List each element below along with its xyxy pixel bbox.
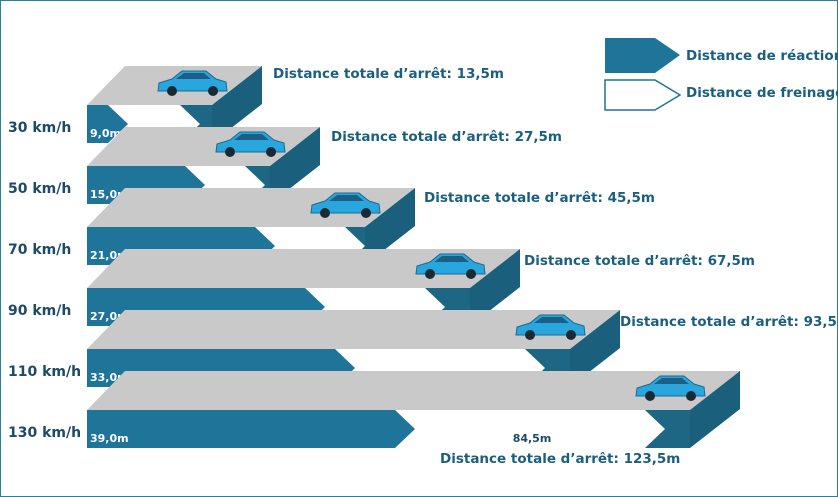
legend-reaction: Distance de réaction [686,48,838,64]
total-label: Distance totale d’arrêt: 67,5m [524,253,755,269]
car-wheel [466,269,476,279]
block-side [570,310,620,387]
total-label: Distance totale d’arrêt: 45,5m [424,190,655,206]
block-side [470,249,520,326]
speed-label: 50 km/h [8,181,71,197]
car-body [310,192,381,214]
car-wheel [167,86,177,96]
total-label: Distance totale d’arrêt: 93,5m [620,314,838,330]
block-top [87,310,620,349]
car-window [176,73,211,79]
block-top [87,371,740,410]
car-body [415,253,486,275]
car-window [654,378,689,384]
car-window [329,195,364,201]
car-wheel [320,208,330,218]
car-icon [215,131,286,157]
car-wheel [361,208,371,218]
car-wheel [266,147,276,157]
car-window [234,134,269,140]
reaction-label: 39,0m [90,432,129,445]
speed-label: 110 km/h [8,364,81,380]
car-icon [310,192,381,218]
total-label: Distance totale d’arrêt: 13,5m [273,66,504,82]
block-side [365,188,415,265]
braking-arrow [395,410,665,448]
car-wheel [645,391,655,401]
car-window [434,256,469,262]
car-body [157,70,228,92]
total-label: Distance totale d’arrêt: 123,5m [440,451,680,467]
car-body [635,375,706,397]
car-icon [157,70,228,96]
car-wheel [425,269,435,279]
block-side [270,127,320,204]
speed-label: 70 km/h [8,242,71,258]
car-wheel [208,86,218,96]
car-wheel [525,330,535,340]
car-window [534,317,569,323]
block-side [212,66,262,143]
car-icon [635,375,706,401]
speed-label: 130 km/h [8,425,81,441]
car-wheel [225,147,235,157]
car-wheel [686,391,696,401]
legend-reaction-swatch [605,38,680,73]
reaction-arrow [87,410,415,448]
car-body [215,131,286,153]
legend-braking: Distance de freinage [686,85,838,101]
car-icon [415,253,486,279]
car-body [515,314,586,336]
car-icon [515,314,586,340]
reaction-arrow [87,105,128,143]
car-wheel [566,330,576,340]
reaction-label: 9,0m [90,127,121,140]
block-side [690,371,740,448]
total-label: Distance totale d’arrêt: 27,5m [331,129,562,145]
block-top [87,249,520,288]
braking-label: 84,5m [513,432,552,445]
speed-label: 30 km/h [8,120,71,136]
legend-braking-swatch [604,79,682,111]
speed-label: 90 km/h [8,303,71,319]
